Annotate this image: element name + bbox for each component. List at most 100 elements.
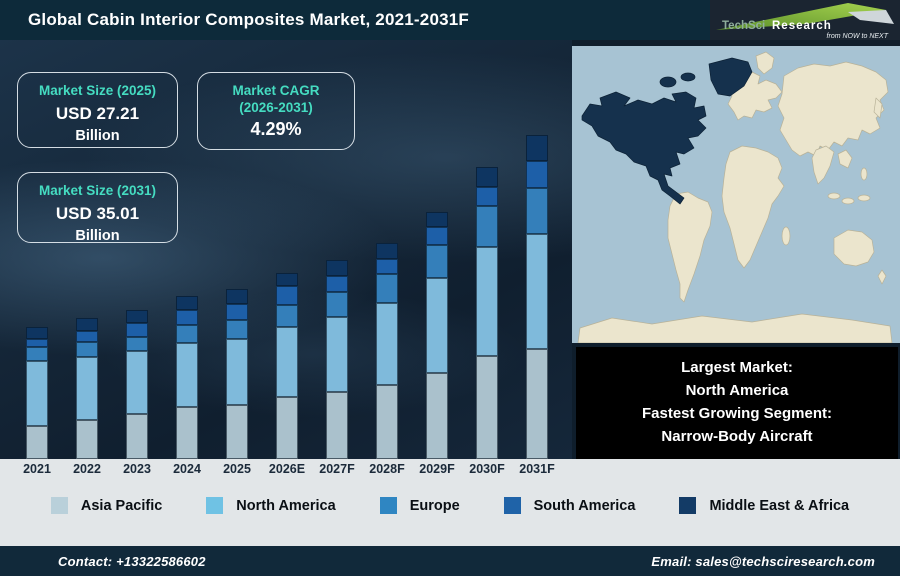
bar-2024 bbox=[176, 296, 198, 459]
bar-segment bbox=[226, 320, 248, 339]
stat-heading: Market Size (2031) bbox=[38, 183, 157, 198]
bar-segment bbox=[226, 339, 248, 405]
highlight-line2: North America bbox=[685, 382, 789, 399]
bar-segment bbox=[526, 188, 548, 234]
bar-segment bbox=[426, 373, 448, 459]
bar-segment bbox=[76, 342, 98, 357]
logo-arrow-icon bbox=[716, 3, 886, 30]
highlight-line4: Narrow-Body Aircraft bbox=[661, 428, 813, 445]
bar-segment bbox=[326, 276, 348, 292]
map-madagascar bbox=[781, 226, 791, 246]
bar-segment bbox=[376, 303, 398, 385]
stat-heading-line2: (2026-2031) bbox=[239, 100, 313, 115]
bar-2028F bbox=[376, 243, 398, 459]
bar-segment bbox=[126, 351, 148, 414]
world-map bbox=[572, 46, 900, 344]
map-indonesia-2 bbox=[841, 197, 855, 205]
bar-segment bbox=[276, 397, 298, 459]
bar-2030F bbox=[476, 167, 498, 459]
bar-segment bbox=[426, 212, 448, 227]
bar-segment bbox=[526, 349, 548, 459]
logo-brand-part2: Research bbox=[772, 20, 832, 32]
stat-box-market-size-2031: Market Size (2031) USD 35.01 Billion bbox=[17, 172, 178, 244]
legend-item: Europe bbox=[379, 497, 460, 514]
bar-segment bbox=[126, 337, 148, 351]
bar-segment bbox=[276, 273, 298, 286]
stat-heading: Market CAGR bbox=[232, 83, 320, 98]
stat-heading: Market Size (2025) bbox=[38, 83, 157, 98]
bar-segment bbox=[76, 318, 98, 331]
legend-label: Middle East & Africa bbox=[709, 497, 850, 514]
bar-segment bbox=[126, 414, 148, 459]
bar-chart bbox=[0, 40, 572, 459]
legend-swatch-icon bbox=[679, 497, 697, 514]
x-axis-label: 2021 bbox=[23, 462, 51, 476]
bar-segment bbox=[476, 247, 498, 356]
main-content: Market Size (2025) USD 27.21 Billion Mar… bbox=[0, 40, 900, 459]
bar-segment bbox=[276, 327, 298, 397]
bar-2027F bbox=[326, 260, 348, 459]
techsci-logo-graphic: TechSci Research from NOW to NEXT bbox=[716, 3, 894, 40]
bar-segment bbox=[426, 245, 448, 278]
bar-segment bbox=[226, 405, 248, 459]
bar-segment bbox=[376, 259, 398, 274]
bar-segment bbox=[476, 167, 498, 187]
bar-segment bbox=[126, 310, 148, 323]
bar-2022 bbox=[76, 318, 98, 459]
bar-segment bbox=[326, 392, 348, 459]
map-asia bbox=[777, 61, 889, 157]
x-axis-labels: 2021 2022 2023 2024 2025 2026E 2027F 2028F 2029F… bbox=[0, 462, 572, 480]
x-axis-label: 2026E bbox=[268, 462, 306, 476]
bar-2031F bbox=[526, 135, 548, 459]
x-axis-label: 2027F bbox=[319, 462, 355, 476]
map-philippines bbox=[860, 167, 868, 181]
map-australia bbox=[833, 229, 875, 267]
bar-segment bbox=[76, 357, 98, 420]
stat-value: USD 27.21 bbox=[55, 104, 140, 123]
bar-2026E bbox=[276, 273, 298, 459]
legend-item: Asia Pacific bbox=[50, 497, 162, 514]
bar-segment bbox=[326, 292, 348, 317]
bar-segment bbox=[476, 187, 498, 206]
x-axis-label: 2023 bbox=[123, 462, 151, 476]
legend-swatch-icon bbox=[503, 497, 521, 514]
bar-segment bbox=[176, 407, 198, 459]
bar-segment bbox=[426, 278, 448, 373]
bar-segment bbox=[376, 243, 398, 259]
bar-segment bbox=[176, 310, 198, 325]
bar-2023 bbox=[126, 310, 148, 459]
legend: Asia Pacific North America Europe South Ame… bbox=[0, 497, 900, 514]
page-title: Global Cabin Interior Composites Market,… bbox=[28, 10, 469, 29]
world-map-graphic bbox=[572, 46, 900, 344]
x-axis-label: 2029F bbox=[419, 462, 455, 476]
bar-2029F bbox=[426, 212, 448, 459]
legend-label: South America bbox=[533, 497, 636, 514]
map-greenland-highlight bbox=[708, 57, 753, 97]
bar-segment bbox=[76, 331, 98, 342]
legend-label: Europe bbox=[409, 497, 460, 514]
map-scandinavia bbox=[755, 51, 775, 75]
legend-swatch-icon bbox=[50, 497, 68, 514]
map-africa bbox=[721, 145, 785, 269]
stat-box-market-cagr: Market CAGR (2026-2031) 4.29% bbox=[197, 72, 355, 150]
legend-label: North America bbox=[236, 497, 336, 514]
bar-segment bbox=[176, 343, 198, 407]
map-japan bbox=[873, 97, 883, 119]
x-axis-label: 2031F bbox=[519, 462, 555, 476]
highlight-line1: Largest Market: bbox=[681, 359, 793, 376]
bar-segment bbox=[326, 317, 348, 392]
highlight-box: Largest Market: North America Fastest Gr… bbox=[576, 347, 898, 459]
bar-segment bbox=[126, 323, 148, 337]
logo-tagline: from NOW to NEXT bbox=[827, 33, 889, 40]
bar-segment bbox=[276, 305, 298, 327]
map-arctic-island-1 bbox=[659, 76, 677, 88]
footer: Contact: +13322586602 Email: sales@techs… bbox=[0, 546, 900, 576]
map-north-america-highlight bbox=[581, 91, 707, 205]
footer-email: Email: sales@techsciresearch.com bbox=[651, 553, 875, 569]
bar-segment bbox=[176, 296, 198, 310]
bar-segment bbox=[476, 356, 498, 459]
map-southeast-asia bbox=[837, 149, 853, 169]
bar-segment bbox=[26, 327, 48, 339]
map-indonesia-1 bbox=[827, 192, 841, 200]
